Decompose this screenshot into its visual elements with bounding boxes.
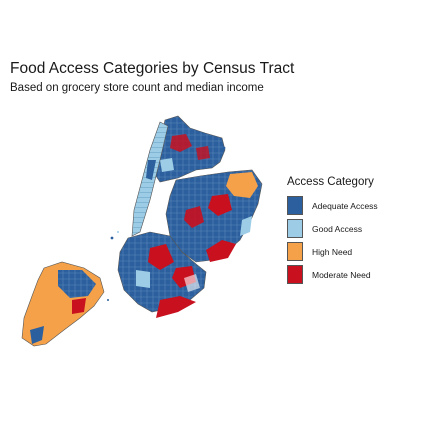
legend-item-adequate-access: Adequate Access (287, 194, 378, 217)
region-brooklyn (117, 231, 207, 318)
legend-swatch (287, 196, 303, 215)
legend-title: Access Category (287, 176, 374, 188)
region-manhattan (131, 121, 169, 237)
legend-swatch (287, 242, 303, 261)
small-islands (107, 146, 226, 301)
legend-swatch (287, 219, 303, 238)
legend-label: Good Access (312, 223, 363, 234)
chart-title: Food Access Categories by Census Tract (10, 60, 295, 77)
legend-item-moderate-need: Moderate Need (287, 263, 378, 286)
legend-label: High Need (312, 246, 353, 257)
legend-item-high-need: High Need (287, 240, 378, 263)
legend-swatch (287, 265, 303, 284)
region-queens (165, 169, 263, 263)
legend-item-good-access: Good Access (287, 217, 378, 240)
legend-label: Moderate Need (312, 269, 371, 280)
chart-subtitle: Based on grocery store count and median … (10, 82, 264, 94)
region-staten-island (21, 261, 105, 347)
legend: Access Category Adequate Access Good Acc… (287, 176, 378, 286)
legend-label: Adequate Access (312, 200, 378, 211)
